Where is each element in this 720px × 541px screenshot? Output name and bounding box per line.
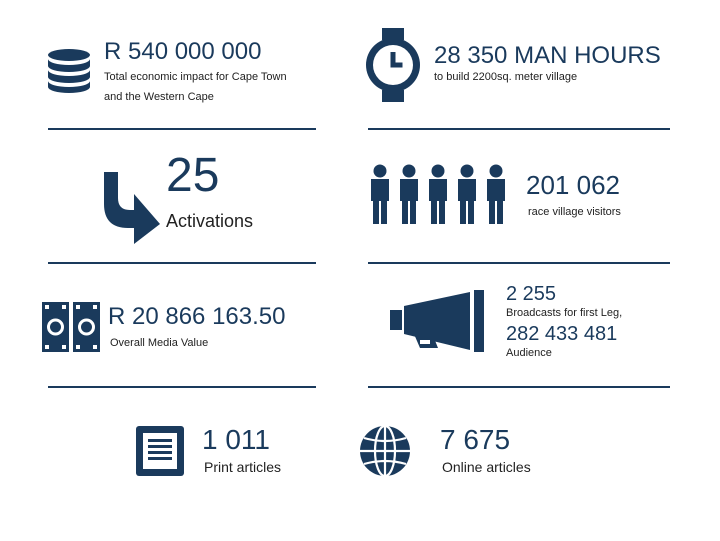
divider	[48, 128, 316, 130]
print-value: 1 011	[202, 424, 270, 455]
divider	[48, 386, 316, 388]
document-icon	[136, 426, 184, 476]
activations-value: 25	[166, 149, 220, 202]
audience-caption: Audience	[506, 347, 552, 359]
divider	[368, 386, 670, 388]
economic-value: R 540 000 000	[104, 38, 262, 65]
megaphone-icon	[390, 290, 488, 352]
clock-icon	[365, 28, 421, 102]
curved-arrow-icon	[98, 168, 162, 244]
database-icon	[46, 48, 92, 94]
audience-value: 282 433 481	[506, 323, 618, 345]
economic-caption-line1: Total economic impact for Cape Town	[104, 71, 287, 83]
divider	[368, 128, 670, 130]
broadcasts-caption: Broadcasts for first Leg,	[506, 307, 623, 319]
people-icon	[370, 164, 512, 226]
globe-icon	[358, 424, 412, 478]
activations-caption: Activations	[166, 211, 254, 231]
divider	[368, 262, 670, 264]
visitors-caption: race village visitors	[528, 206, 621, 218]
print-caption: Print articles	[204, 459, 282, 475]
divider	[48, 262, 316, 264]
manhours-value: 28 350 MAN HOURS	[434, 42, 661, 69]
media-caption: Overall Media Value	[110, 337, 209, 349]
media-value: R 20 866 163.50	[108, 303, 286, 330]
film-strip-icon	[42, 302, 100, 352]
visitors-value: 201 062	[526, 170, 620, 200]
manhours-caption: to build 2200sq. meter village	[434, 71, 578, 83]
online-value: 7 675	[440, 424, 511, 455]
economic-caption-line2: and the Western Cape	[104, 91, 214, 103]
broadcasts-value: 2 255	[506, 283, 557, 305]
online-caption: Online articles	[442, 459, 531, 475]
